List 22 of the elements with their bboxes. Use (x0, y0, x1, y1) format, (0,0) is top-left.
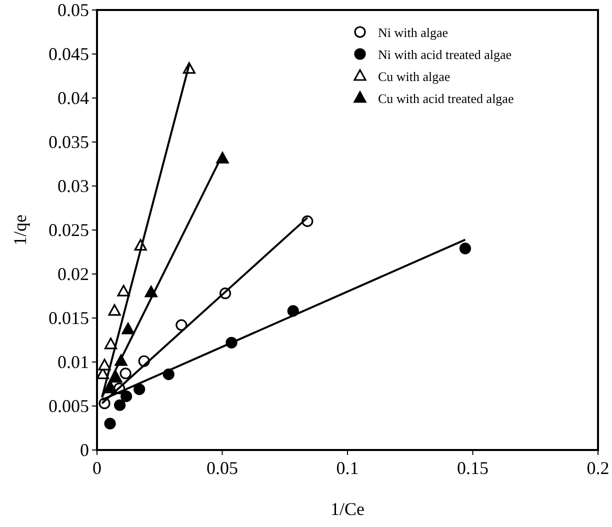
y-tick-label: 0.03 (58, 176, 89, 196)
legend-label: Cu with algae (378, 69, 450, 84)
x-tick-label: 0.2 (586, 458, 610, 478)
x-tick-label: 0.05 (206, 458, 238, 478)
y-tick-label: 0.015 (48, 308, 89, 328)
legend-label: Ni with acid treated algae (378, 47, 512, 62)
legend-label: Cu with acid treated algae (378, 91, 514, 106)
x-tick-label: 0.1 (336, 458, 359, 478)
y-tick-label: 0.005 (48, 396, 89, 416)
x-tick-label: 0.15 (457, 458, 488, 478)
x-tick-label: 0 (92, 458, 102, 478)
y-tick-label: 0.025 (48, 220, 89, 240)
y-tick-label: 0.02 (58, 264, 89, 284)
y-tick-label: 0.04 (58, 88, 89, 108)
y-tick-label: 0.045 (48, 44, 89, 64)
y-tick-label: 0.01 (58, 352, 89, 372)
y-tick-label: 0.035 (48, 132, 89, 152)
y-tick-label: 0 (80, 440, 89, 460)
y-axis-title: 1/qe (10, 214, 30, 246)
y-tick-label: 0.05 (58, 0, 89, 20)
x-axis-title: 1/Ce (330, 499, 365, 519)
legend-label: Ni with algae (378, 25, 448, 40)
